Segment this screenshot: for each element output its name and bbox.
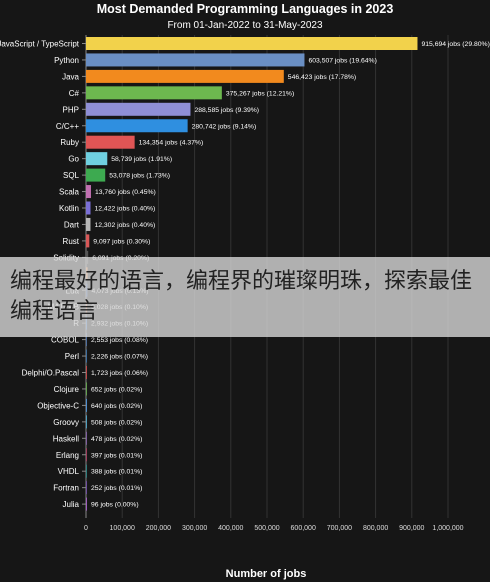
bar-vhdl [86, 464, 87, 478]
value-label: 652 jobs (0.02%) [91, 386, 142, 393]
bar-go [86, 152, 108, 166]
category-label: Objective-C [37, 401, 79, 410]
x-tick-label: 500,000 [254, 525, 279, 532]
value-label: 546,423 jobs (17.78%) [288, 74, 356, 81]
bars [86, 37, 418, 511]
bar-julia [86, 497, 87, 511]
category-label: Julia [63, 500, 80, 509]
bar-scala [86, 185, 91, 199]
category-label: Delphi/O.Pascal [22, 369, 80, 378]
x-tick-label: 1,000,000 [432, 525, 463, 532]
category-label: Haskell [53, 434, 79, 443]
category-label: Groovy [53, 418, 79, 427]
value-label: 2,226 jobs (0.07%) [91, 354, 148, 361]
category-label: Kotlin [59, 204, 79, 213]
value-label: 58,739 jobs (1.91%) [111, 156, 172, 163]
category-label: VHDL [58, 467, 80, 476]
value-label: 603,507 jobs (19.64%) [308, 57, 376, 64]
caption-text: 编程最好的语言，编程界的璀璨明珠，探索最佳编程语言 [10, 269, 473, 324]
x-tick-label: 800,000 [363, 525, 388, 532]
bar-ruby [86, 135, 135, 149]
value-label: 288,585 jobs (9.39%) [194, 107, 259, 114]
caption-overlay: 编程最好的语言，编程界的璀璨明珠，探索最佳编程语言 [0, 257, 490, 337]
category-label: Erlang [56, 451, 79, 460]
value-label: 375,267 jobs (12.21%) [226, 90, 294, 97]
category-label: JavaScript / TypeScript [0, 40, 80, 49]
bar-haskell [86, 431, 87, 445]
category-label: Perl [65, 352, 79, 361]
value-label: 397 jobs (0.01%) [91, 452, 142, 459]
value-label: 134,354 jobs (4.37%) [139, 140, 204, 147]
bar-python [86, 53, 305, 67]
category-label: Go [68, 155, 79, 164]
bar-java [86, 69, 284, 83]
category-label: Python [54, 56, 79, 65]
bar-groovy [86, 415, 87, 429]
value-label: 508 jobs (0.02%) [91, 419, 142, 426]
chart-subtitle: From 01-Jan-2022 to 31-May-2023 [167, 20, 323, 31]
x-axis-ticks: 0 100,000 200,000 300,000 400,000 500,000 600,… [84, 525, 464, 532]
category-label: Clojure [54, 385, 80, 394]
category-label: Java [62, 72, 79, 81]
category-label: Rust [63, 237, 80, 246]
bar-cobol [86, 333, 87, 347]
value-label: 13,760 jobs (0.45%) [95, 189, 156, 196]
x-tick-label: 0 [84, 525, 88, 532]
category-label: C# [69, 89, 80, 98]
category-label: PHP [63, 105, 79, 114]
bar-fortran [86, 481, 87, 495]
x-tick-label: 300,000 [182, 525, 207, 532]
value-label: 478 jobs (0.02%) [91, 436, 142, 443]
value-label: 1,723 jobs (0.06%) [91, 370, 148, 377]
bar-erlang [86, 448, 87, 462]
category-label: COBOL [51, 336, 80, 345]
value-label: 53,078 jobs (1.73%) [109, 173, 170, 180]
value-label: 915,694 jobs (29.80%) [421, 41, 489, 48]
bar-clojure [86, 382, 87, 396]
x-tick-label: 900,000 [399, 525, 424, 532]
category-label: SQL [63, 171, 80, 180]
bar-kotlin [86, 201, 91, 215]
x-tick-label: 600,000 [291, 525, 316, 532]
bar-perl [86, 349, 87, 363]
category-label: Fortran [53, 484, 79, 493]
bar-php [86, 102, 191, 116]
value-label: 388 jobs (0.01%) [91, 469, 142, 476]
category-label: Ruby [60, 138, 79, 147]
chart-title: Most Demanded Programming Languages in 2… [97, 2, 394, 16]
bar-c-c- [86, 119, 188, 133]
bar-dart [86, 217, 91, 231]
bar-objective-c [86, 398, 87, 412]
category-labels: JavaScript / TypeScript Python Java C# PHP C/… [0, 40, 86, 509]
x-tick-label: 100,000 [110, 525, 135, 532]
x-tick-label: 200,000 [146, 525, 171, 532]
value-label: 280,742 jobs (9.14%) [192, 123, 257, 130]
bar-javascript-typescript [86, 37, 418, 50]
value-label: 9,097 jobs (0.30%) [93, 238, 150, 245]
value-label: 640 jobs (0.02%) [91, 403, 142, 410]
category-label: C/C++ [56, 122, 79, 131]
x-axis-label: Number of jobs [226, 568, 307, 580]
value-label: 12,422 jobs (0.40%) [94, 206, 155, 213]
value-label: 2,553 jobs (0.08%) [91, 337, 148, 344]
category-label: Dart [64, 220, 80, 229]
bar-delphi-o-pascal [86, 366, 87, 379]
bar-rust [86, 234, 90, 248]
x-tick-label: 400,000 [218, 525, 243, 532]
bar-c- [86, 86, 222, 100]
bar-sql [86, 168, 106, 182]
value-label: 96 jobs (0.00%) [91, 502, 139, 509]
value-label: 12,302 jobs (0.40%) [94, 222, 155, 229]
category-label: Scala [59, 188, 80, 197]
value-label: 252 jobs (0.01%) [91, 485, 142, 492]
x-tick-label: 700,000 [327, 525, 352, 532]
